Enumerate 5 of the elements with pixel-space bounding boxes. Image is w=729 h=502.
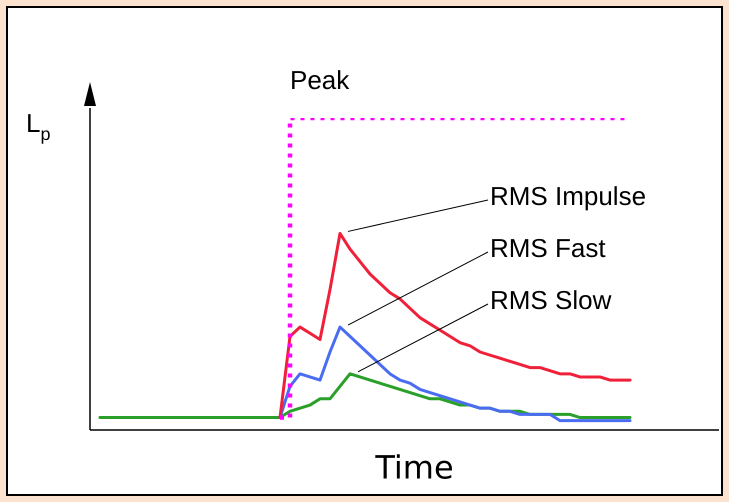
- text: RMS Slow: [490, 285, 612, 316]
- series-label: Peak: [290, 65, 350, 96]
- x-axis-title: Time: [374, 448, 454, 486]
- text: RMS Impulse: [490, 181, 646, 212]
- text: RMS Fast: [490, 233, 606, 264]
